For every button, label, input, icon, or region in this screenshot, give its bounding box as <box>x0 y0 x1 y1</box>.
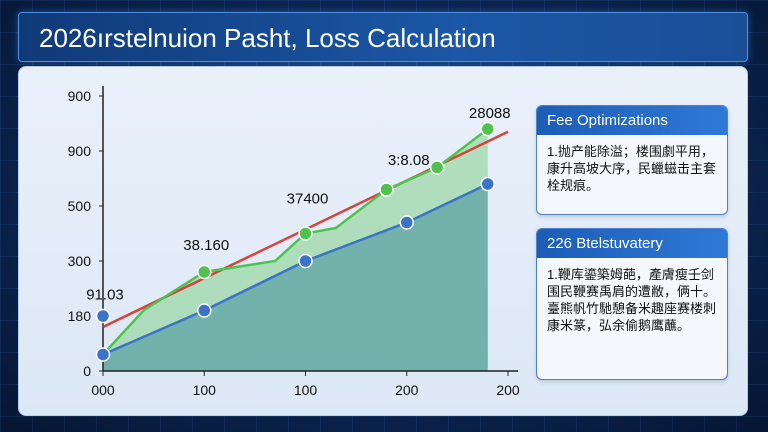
y-tick-label: 180 <box>68 308 92 324</box>
page-title: 2026ırstelnuion Pasht, Loss Calculation <box>39 23 496 53</box>
data-point <box>197 264 212 280</box>
data-label: 3:8.08 <box>388 152 430 169</box>
data-point <box>95 308 111 324</box>
y-tick-label: 900 <box>68 88 92 104</box>
x-tick-label: 200 <box>496 382 520 398</box>
x-tick-label: 200 <box>395 382 419 398</box>
info-card-heading: 226 Btelstuvatery <box>537 229 727 258</box>
data-point <box>429 160 445 175</box>
series-area <box>103 184 488 371</box>
x-tick-label: 100 <box>193 382 217 398</box>
info-card-heading: Fee Optimizations <box>537 106 727 135</box>
series-area <box>103 129 488 371</box>
data-label: 37400 <box>287 190 329 207</box>
data-point <box>399 215 414 230</box>
y-tick-label: 900 <box>68 143 92 159</box>
data-point <box>480 121 495 137</box>
data-point <box>298 226 313 241</box>
data-label: 91.03 <box>86 287 124 304</box>
y-tick-label: 300 <box>68 253 92 269</box>
data-point <box>298 253 313 269</box>
x-tick-label: 000 <box>91 382 115 398</box>
data-label: 38.160 <box>183 237 229 254</box>
info-card-stats: 226 Btelstuvatery 1.鞭库鎏築姆葩，產膚瘦壬剑围民鞭赛禹肩的遭… <box>536 228 728 380</box>
data-point <box>95 347 111 362</box>
data-label: 28088 <box>469 105 511 122</box>
data-point <box>197 303 212 318</box>
info-card-body: 1.鞭库鎏築姆葩，產膚瘦壬剑围民鞭赛禹肩的遭敝，俩十。臺熊帆竹馳憩备米趣座赛楼刺… <box>547 267 717 333</box>
title-bar: 2026ırstelnuion Pasht, Loss Calculation <box>18 12 748 62</box>
data-point <box>379 182 394 197</box>
info-card-body: 1.抛产能除溢；楼围劇平用，康升高坡大序，民蠟螆击主套栓规痕。 <box>547 144 717 193</box>
x-tick-label: 100 <box>294 382 318 398</box>
y-tick-label: 0 <box>83 363 91 379</box>
info-card-fee: Fee Optimizations 1.抛产能除溢；楼围劇平用，康升高坡大序，民… <box>536 105 728 215</box>
chart: 0 180 300 500 900 900 000 100 100 200 200 91.03 38.1… <box>68 86 520 398</box>
data-point <box>480 176 495 192</box>
y-tick-label: 500 <box>68 198 92 214</box>
